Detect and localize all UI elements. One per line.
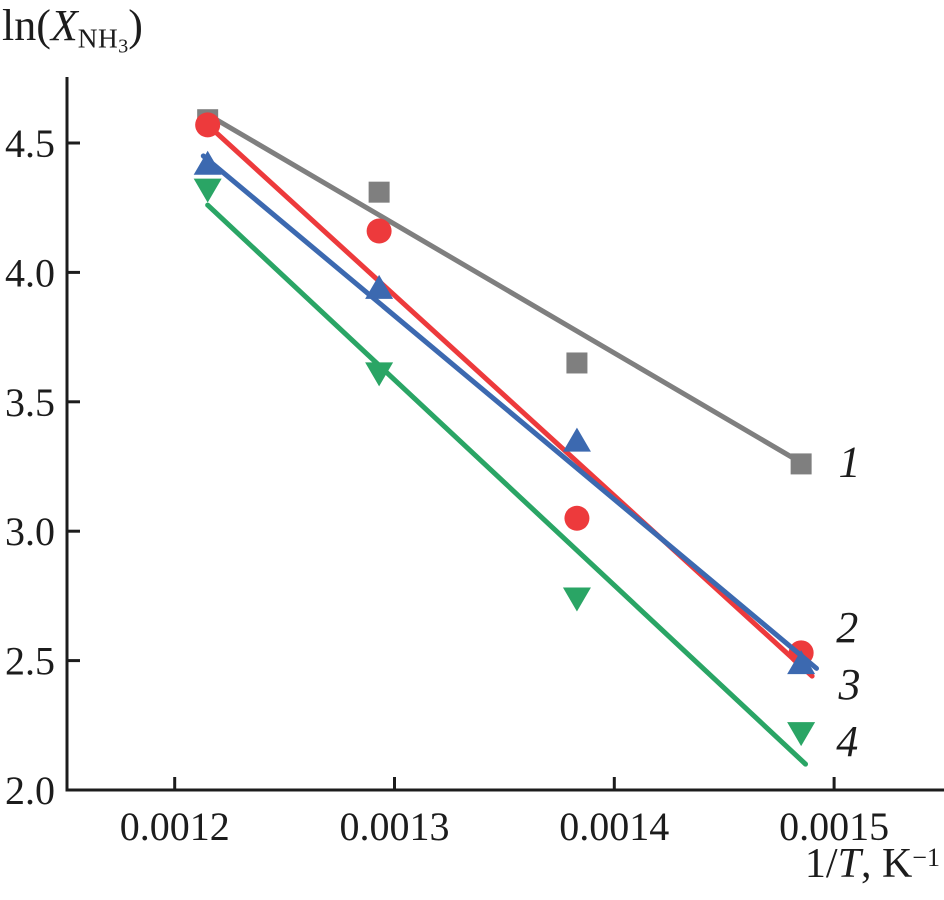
- x-tick-label: 0.0013: [340, 804, 450, 849]
- y-tick-label: 4.5: [5, 121, 55, 166]
- fit-line-1: [205, 112, 806, 467]
- marker-circle: [195, 112, 221, 138]
- x-title-superscript: −1: [912, 843, 940, 873]
- marker-square: [368, 181, 390, 203]
- fit-line-3: [200, 153, 820, 671]
- marker-circle: [564, 505, 590, 531]
- marker-triangle-up: [193, 150, 222, 175]
- marker-triangle-down: [193, 178, 222, 203]
- y-title-prefix: ln(: [2, 1, 51, 50]
- y-title-subscript: NH: [77, 23, 119, 54]
- y-title-subsubscript: 3: [118, 35, 129, 58]
- x-tick-label: 0.0012: [120, 804, 230, 849]
- x-tick-label: 0.0015: [779, 804, 889, 849]
- fit-line-4: [205, 202, 809, 767]
- series-label-2: 2: [836, 603, 858, 652]
- series-label-1: 1: [838, 437, 860, 486]
- x-title-unit: , K: [860, 841, 913, 887]
- series-label-4: 4: [836, 717, 858, 766]
- y-axis-title: ln(XNH3): [2, 0, 143, 59]
- marker-triangle-down: [365, 362, 394, 387]
- series-label-3: 3: [837, 660, 860, 709]
- y-title-variable: X: [50, 1, 78, 50]
- x-title-prefix: 1/: [804, 841, 838, 887]
- x-title-variable: T: [837, 841, 861, 887]
- marker-triangle-down: [787, 722, 816, 747]
- y-tick-label: 2.5: [5, 639, 55, 684]
- x-tick-label: 0.0014: [559, 804, 669, 849]
- marker-triangle-down: [562, 587, 591, 612]
- y-tick-label: 2.0: [5, 768, 55, 813]
- y-title-close: ): [128, 1, 143, 50]
- fit-line-2: [205, 122, 815, 679]
- marker-square: [566, 352, 588, 374]
- marker-triangle-up: [365, 274, 394, 299]
- y-tick-label: 3.0: [5, 509, 55, 554]
- marker-triangle-up: [787, 650, 816, 675]
- y-tick-label: 4.0: [5, 250, 55, 295]
- marker-circle: [366, 218, 392, 244]
- x-axis-title: 1/T, K−1: [805, 840, 940, 888]
- y-tick-label: 3.5: [5, 380, 55, 425]
- marker-triangle-up: [562, 427, 591, 452]
- marker-square: [790, 453, 812, 475]
